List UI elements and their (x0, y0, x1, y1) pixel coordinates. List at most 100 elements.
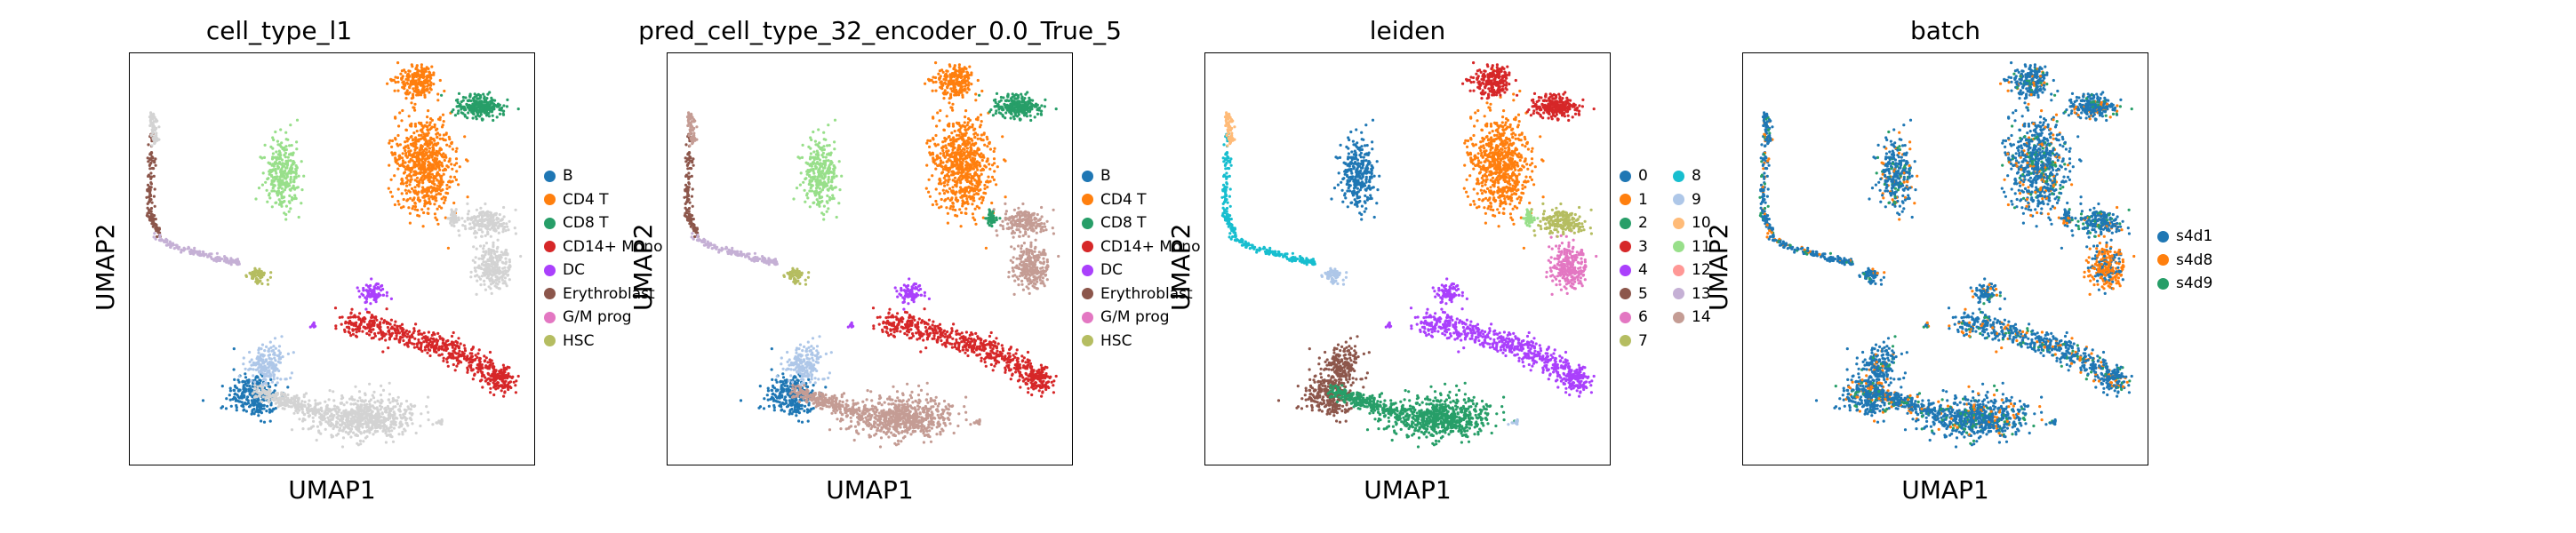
scatter-point (398, 111, 402, 115)
scatter-point (266, 278, 269, 282)
scatter-point (441, 137, 444, 140)
scatter-point (775, 388, 779, 392)
scatter-point (440, 93, 444, 97)
scatter-point (271, 169, 275, 172)
scatter-point (420, 131, 424, 134)
scatter-point (237, 375, 241, 378)
scatter-point (405, 136, 409, 140)
scatter-point (389, 318, 393, 322)
scatter-point (429, 88, 433, 91)
scatter-point (380, 331, 383, 335)
scatter-point (452, 330, 455, 335)
scatter-point (274, 402, 277, 405)
scatter-point (488, 213, 492, 218)
scatter-point (437, 163, 441, 167)
scatter-point (490, 96, 493, 99)
scatter-point (788, 412, 791, 416)
scatter-point (483, 267, 487, 271)
scatter-point (245, 398, 249, 402)
scatter-point (249, 367, 252, 370)
scatter-point (479, 206, 483, 210)
scatter-point (412, 197, 416, 201)
scatter-point (928, 145, 932, 148)
scatter-point (278, 156, 282, 160)
scatter-point (356, 286, 359, 290)
scatter-point (508, 267, 511, 271)
scatter-point (455, 105, 459, 108)
scatter-point (492, 252, 497, 256)
scatter-point (449, 342, 452, 346)
scatter-point (394, 320, 397, 323)
scatter-point (424, 158, 428, 163)
scatter-point (405, 91, 409, 94)
scatter-point (429, 84, 433, 87)
scatter-point (347, 426, 350, 430)
scatter-point (311, 416, 315, 419)
chart-title: cell_type_l1 (205, 16, 353, 45)
scatter-point (434, 216, 437, 219)
scatter-point (351, 420, 355, 424)
scatter-point (361, 426, 364, 429)
scatter-point (358, 322, 362, 326)
scatter-point (388, 381, 391, 385)
scatter-point (368, 402, 372, 406)
scatter-point (380, 425, 385, 428)
scatter-point (477, 348, 481, 352)
legend-marker (544, 288, 556, 299)
scatter-point (454, 339, 458, 343)
scatter-point (378, 326, 381, 330)
scatter-point (396, 76, 400, 80)
scatter-point (771, 393, 774, 396)
scatter-point (428, 186, 432, 189)
scatter-point (422, 340, 426, 344)
scatter-point (148, 209, 151, 212)
scatter-point (492, 280, 495, 283)
scatter-point (428, 121, 432, 124)
scatter-point (362, 289, 365, 292)
scatter-point (497, 231, 500, 235)
scatter-point (411, 76, 414, 79)
scatter-point (429, 176, 433, 179)
scatter-point (420, 208, 424, 211)
scatter-point (379, 394, 383, 397)
scatter-point (225, 397, 228, 401)
scatter-point (397, 203, 401, 206)
scatter-point (497, 220, 500, 224)
scatter-point (454, 178, 458, 181)
scatter-point (388, 393, 391, 396)
scatter-point (430, 125, 434, 129)
scatter-point (452, 163, 457, 167)
scatter-point (431, 148, 435, 152)
scatter-point (452, 349, 455, 353)
scatter-point (415, 345, 419, 349)
scatter-point (420, 123, 424, 127)
scatter-point (475, 366, 478, 370)
scatter-point (468, 352, 472, 355)
scatter-point (269, 145, 273, 148)
scatter-point (476, 370, 480, 374)
scatter-point (301, 427, 305, 431)
scatter-point (482, 260, 485, 264)
scatter-point (436, 127, 439, 131)
scatter-point (395, 334, 398, 338)
scatter-point (363, 430, 366, 434)
scatter-point (153, 214, 156, 218)
scatter-point (397, 338, 401, 343)
scatter-point (501, 363, 506, 367)
scatter-point (145, 195, 148, 199)
scatter-point (941, 167, 945, 171)
scatter-point (436, 179, 439, 182)
panel-pred-cell-type: pred_cell_type_32_encoder_0.0_True_5 UMA… (538, 0, 1200, 533)
scatter-point (425, 121, 428, 124)
scatter-point (290, 165, 293, 169)
scatter-point (156, 226, 159, 229)
scatter-point (456, 356, 460, 360)
scatter-point (224, 407, 228, 410)
scatter-point (758, 385, 762, 388)
scatter-point (261, 361, 265, 364)
scatter-point (260, 407, 264, 410)
scatter-point (775, 400, 779, 403)
scatter-point (154, 218, 157, 221)
scatter-point (428, 147, 431, 150)
scatter-point (956, 178, 960, 181)
